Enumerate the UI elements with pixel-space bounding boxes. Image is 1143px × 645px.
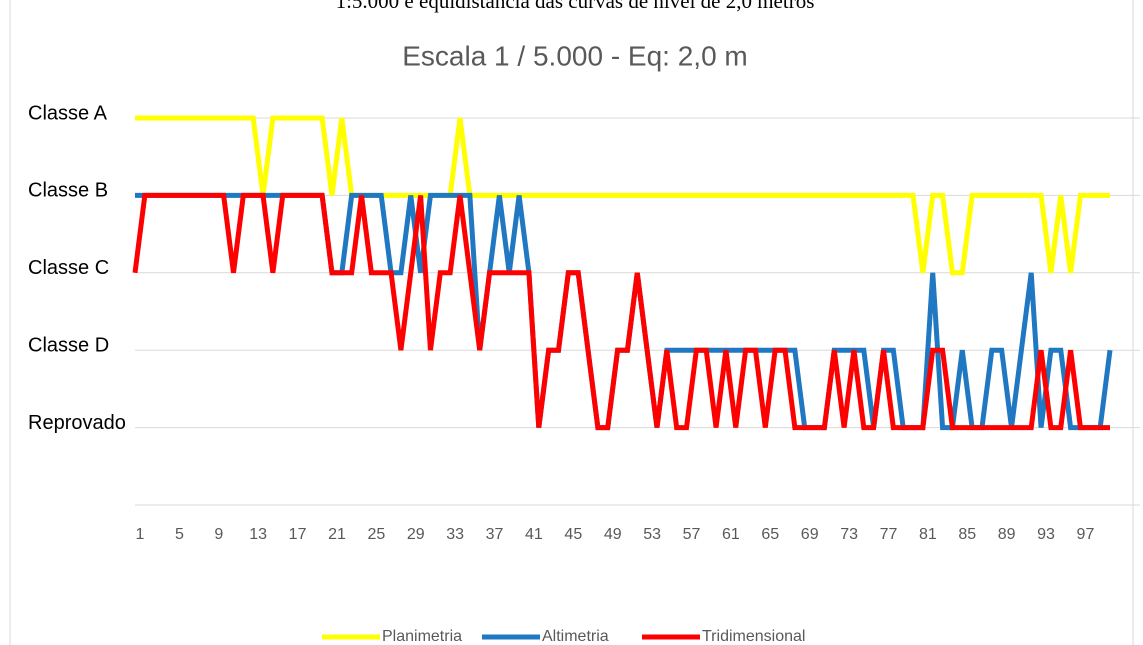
x-tick-label: 69 — [801, 526, 819, 543]
x-tick-label: 29 — [407, 526, 425, 543]
x-tick-label: 9 — [214, 526, 223, 543]
x-tick-label: 65 — [761, 526, 779, 543]
x-tick-label: 45 — [564, 526, 582, 543]
x-tick-label: 37 — [486, 526, 504, 543]
x-tick-label: 25 — [367, 526, 385, 543]
line-series — [132, 192, 1110, 431]
x-tick-label: 77 — [880, 526, 898, 543]
chart-title: Escala 1 / 5.000 - Eq: 2,0 m — [402, 40, 748, 71]
x-tick-label: 57 — [683, 526, 701, 543]
line-series — [135, 192, 1113, 431]
y-tick-label: Reprovado — [28, 412, 126, 434]
x-tick-label: 81 — [919, 526, 937, 543]
y-tick-label: Classe D — [28, 334, 109, 356]
x-tick-label: 17 — [289, 526, 307, 543]
x-tick-label: 5 — [175, 526, 184, 543]
line-series — [135, 115, 1110, 276]
x-tick-label: 73 — [840, 526, 858, 543]
x-tick-label: 89 — [998, 526, 1016, 543]
x-tick-label: 49 — [604, 526, 622, 543]
legend-label: Altimetria — [542, 628, 609, 645]
x-tick-label: 33 — [446, 526, 464, 543]
legend-label: Planimetria — [382, 628, 462, 645]
y-tick-label: Classe A — [28, 102, 108, 124]
x-tick-label: 13 — [249, 526, 267, 543]
x-tick-label: 41 — [525, 526, 543, 543]
x-tick-label: 85 — [958, 526, 976, 543]
x-tick-label: 21 — [328, 526, 346, 543]
caption: 1:5.000 e equidistância das curvas de ní… — [336, 0, 815, 13]
x-tick-label: 1 — [136, 526, 145, 543]
legend-label: Tridimensional — [702, 628, 805, 645]
x-tick-label: 93 — [1037, 526, 1055, 543]
y-tick-label: Classe C — [28, 257, 109, 279]
x-tick-label: 97 — [1077, 526, 1095, 543]
x-tick-label: 53 — [643, 526, 661, 543]
x-tick-label: 61 — [722, 526, 740, 543]
y-tick-label: Classe B — [28, 180, 108, 202]
